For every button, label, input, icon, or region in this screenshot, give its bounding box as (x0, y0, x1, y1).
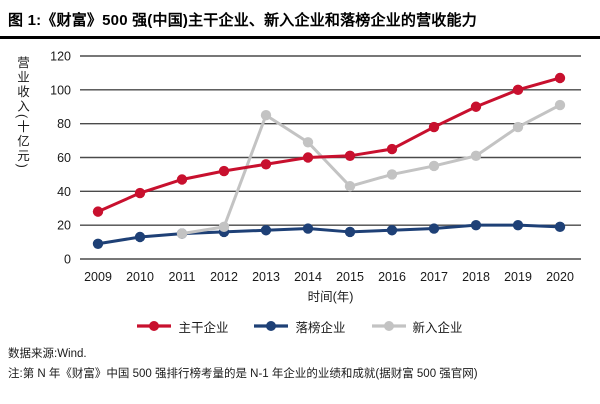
data-point (260, 225, 272, 236)
y-tick-label: 100 (50, 83, 71, 97)
x-axis-title: 时间(年) (308, 290, 354, 304)
footer: 数据来源:Wind. 注:第 N 年《财富》中国 500 强排行榜考量的是 N-… (0, 345, 600, 384)
legend-marker-icon (371, 321, 406, 331)
data-point (428, 121, 440, 133)
series-line (181, 103, 561, 236)
data-point (92, 206, 104, 217)
y-tick-label: 20 (57, 219, 71, 233)
footnote: 注:第 N 年《财富》中国 500 强排行榜考量的是 N-1 年企业的业绩和成就… (8, 367, 478, 380)
data-point (512, 84, 524, 96)
data-point (218, 221, 230, 233)
series-line (97, 76, 561, 214)
data-point (512, 219, 524, 231)
y-axis-title: 营业收入(十亿元) (15, 56, 29, 170)
data-point (176, 228, 188, 239)
x-tick-label: 2013 (252, 270, 280, 284)
legend-item: 落榜企业 (254, 317, 346, 336)
legend-item: 主干企业 (137, 317, 228, 336)
y-tick-label: 120 (50, 50, 71, 64)
data-point (428, 223, 440, 234)
legend-marker-icon (254, 321, 289, 331)
data-point (554, 221, 566, 233)
x-tick-label: 2015 (336, 270, 364, 284)
legend-label: 新入企业 (412, 320, 463, 335)
series-line (97, 223, 561, 246)
y-tick-label: 60 (57, 151, 71, 165)
data-point (470, 219, 482, 231)
x-tick-label: 2016 (378, 270, 406, 284)
data-point (260, 110, 272, 121)
y-tick-label: 80 (57, 117, 71, 131)
x-tick-label: 2010 (126, 270, 154, 284)
x-tick-label: 2018 (462, 270, 490, 284)
x-tick-label: 2020 (546, 270, 574, 284)
data-point (470, 150, 482, 162)
data-point (302, 152, 314, 163)
legend-label: 落榜企业 (295, 320, 346, 335)
data-point (386, 225, 398, 236)
data-point (554, 99, 566, 111)
data-point (134, 231, 146, 243)
data-point (554, 72, 566, 84)
legend-item: 新入企业 (371, 317, 463, 336)
x-tick-label: 2019 (504, 270, 532, 284)
data-point (92, 238, 104, 249)
data-source: 数据来源:Wind. (8, 348, 87, 360)
legend-marker-icon (137, 321, 172, 331)
legend-label: 主干企业 (178, 320, 229, 335)
data-point (344, 181, 356, 192)
data-point (344, 226, 356, 238)
y-tick-label: 40 (57, 185, 71, 199)
x-tick-label: 2014 (294, 270, 322, 284)
x-tick-label: 2011 (169, 270, 196, 284)
data-point (134, 187, 146, 199)
data-point (470, 101, 482, 112)
data-point (344, 150, 356, 162)
data-point (176, 174, 188, 185)
data-point (512, 121, 524, 133)
data-point (386, 143, 398, 155)
data-point (428, 160, 440, 172)
x-tick-label: 2009 (84, 270, 112, 284)
chart-legend: 主干企业 落榜企业 新入企业 (0, 317, 600, 335)
data-point (218, 165, 230, 177)
y-tick-label: 0 (64, 253, 71, 267)
data-point (302, 137, 314, 148)
figure-title: 图 1:《财富》500 强(中国)主干企业、新入企业和落榜企业的营收能力 (0, 0, 600, 39)
data-point (260, 159, 272, 170)
chart-area: 0 20 40 60 80 100 120 2009 2010 2011 2012 2013 2014 2… (0, 43, 600, 306)
line-chart: 0 20 40 60 80 100 120 2009 2010 2011 2012 2013 2014 2… (50, 50, 581, 304)
data-point (302, 223, 314, 234)
x-tick-label: 2017 (420, 270, 448, 284)
x-tick-label: 2012 (210, 270, 238, 284)
data-point (386, 169, 398, 180)
